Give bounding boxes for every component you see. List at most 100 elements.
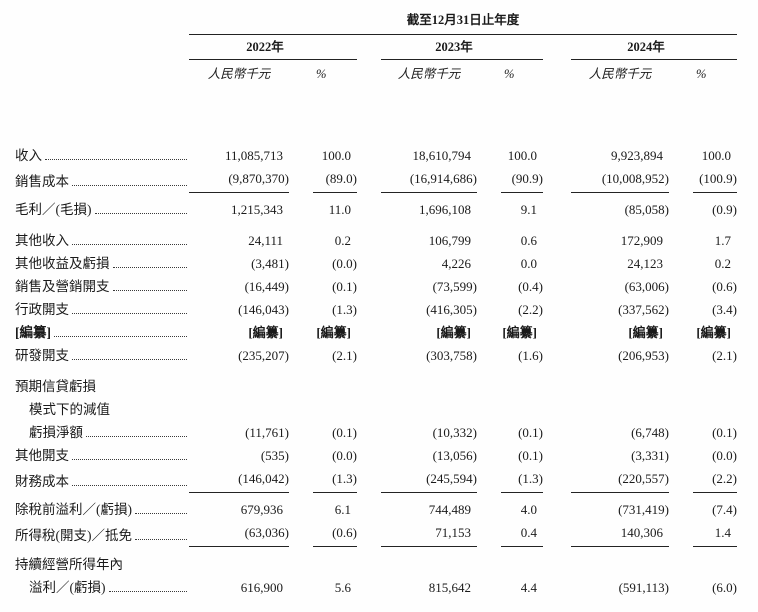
row-label-text: 其他收入 [15, 233, 69, 248]
amount-cell: (146,042) [189, 467, 289, 493]
year-header-2024: 2024年 [571, 40, 737, 60]
percent-cell: (1.6) [518, 348, 543, 363]
row-label: 除稅前溢利／(虧損) [15, 498, 189, 521]
dot-leader [72, 485, 187, 486]
percent-cell: (6.0) [712, 580, 737, 595]
amount-cell: 71,153 [381, 521, 477, 547]
amount-cell: (10,008,952) [571, 167, 669, 193]
percent-cell: 0.4 [501, 521, 543, 547]
dot-leader [108, 591, 187, 592]
amount-cell: 18,610,794 [412, 148, 472, 163]
row-label-text: 持續經營所得年內 [15, 557, 123, 572]
amount-cell: (16,449) [244, 279, 289, 294]
percent-cell: 11.0 [328, 202, 351, 217]
unit-header-2023: 人民幣千元 [397, 67, 461, 81]
amount-cell: (3,331) [631, 448, 669, 463]
unit-header-2024: 人民幣千元 [588, 67, 652, 81]
dot-leader [112, 267, 187, 268]
percent-cell: [編纂] [502, 325, 537, 340]
percent-cell: (3.4) [712, 302, 737, 317]
row-label-text: 財務成本 [15, 474, 69, 489]
amount-cell: (63,006) [624, 279, 669, 294]
row-label: 行政開支 [15, 298, 189, 321]
amount-cell: (535) [260, 448, 289, 463]
percent-header-2024: % [696, 67, 707, 81]
dot-leader [94, 213, 187, 214]
percent-cell: 6.1 [334, 502, 351, 517]
percent-cell: 0.0 [520, 256, 537, 271]
dot-leader [72, 359, 187, 360]
amount-cell: 24,111 [248, 233, 283, 248]
table-header-years: 2022年 2023年 2024年 [15, 35, 758, 60]
amount-cell: [編纂] [628, 325, 663, 340]
row-label-text: 溢利／(虧損) [29, 580, 106, 595]
amount-cell: (16,914,686) [381, 167, 477, 193]
amount-cell: (3,481) [251, 256, 289, 271]
amount-cell: 1,696,108 [419, 202, 471, 217]
percent-cell: (7.4) [712, 502, 737, 517]
percent-cell: 100.0 [321, 148, 351, 163]
table-row: 除稅前溢利／(虧損) 679,936 6.1 744,489 4.0 (731,419) (… [15, 498, 758, 521]
percent-cell: 0.2 [714, 256, 731, 271]
table-row: 研發開支 (235,207) (2.1) (303,758) (1.6) (206,953… [15, 344, 758, 367]
table-row: 持續經營所得年內 溢利／(虧損) 616,900 5.6 815,642 4.4 (591,… [15, 553, 758, 599]
amount-cell: 172,909 [620, 233, 663, 248]
amount-cell: 106,799 [428, 233, 471, 248]
amount-cell: 140,306 [571, 521, 669, 547]
amount-cell: 1,215,343 [231, 202, 283, 217]
dot-leader [72, 185, 187, 186]
table-row: [編纂] [編纂] [編纂] [編纂] [編纂] [編纂] [編纂] [15, 321, 758, 344]
percent-cell: (0.6) [313, 521, 357, 547]
dot-leader [72, 244, 187, 245]
dot-leader [112, 290, 187, 291]
amount-cell: (73,599) [432, 279, 477, 294]
percent-cell: 4.0 [520, 502, 537, 517]
row-label-text: 毛利／(毛損) [15, 202, 92, 217]
table-row: 所得稅(開支)／抵免 (63,036) (0.6) 71,153 0.4 140,306 1… [15, 521, 758, 547]
row-label: [編纂] [15, 321, 189, 344]
dot-leader [135, 539, 187, 540]
row-label: 銷售及營銷開支 [15, 275, 189, 298]
amount-cell: [編纂] [248, 325, 283, 340]
amount-cell: 744,489 [428, 502, 471, 517]
row-label-text: 預期信貸虧損 [15, 379, 96, 394]
table-row: 毛利／(毛損) 1,215,343 11.0 1,696,108 9.1 (85,058)… [15, 198, 758, 221]
row-label-text: 除稅前溢利／(虧損) [15, 502, 132, 517]
row-label: 研發開支 [15, 344, 189, 367]
percent-cell: (0.1) [518, 448, 543, 463]
amount-cell: (245,594) [381, 467, 477, 493]
table-header-units: 人民幣千元 % 人民幣千元 % 人民幣千元 % [15, 60, 758, 82]
percent-cell: [編纂] [316, 325, 351, 340]
percent-cell: 5.6 [334, 580, 351, 595]
percent-cell: (0.0) [712, 448, 737, 463]
row-label: 所得稅(開支)／抵免 [15, 524, 189, 547]
dot-leader [54, 336, 187, 337]
table-body: 收入 11,085,713 100.0 18,610,794 100.0 9,923,89… [15, 144, 758, 599]
percent-cell: (0.1) [712, 425, 737, 440]
percent-cell: 4.4 [520, 580, 537, 595]
table-row: 財務成本 (146,042) (1.3) (245,594) (1.3) (220,557… [15, 467, 758, 493]
percent-cell: (2.2) [693, 467, 737, 493]
percent-cell: 100.0 [701, 148, 731, 163]
percent-cell: (90.9) [501, 167, 543, 193]
percent-cell: 1.4 [693, 521, 737, 547]
percent-cell: (2.1) [712, 348, 737, 363]
row-label-text: 所得稅(開支)／抵免 [15, 528, 132, 543]
percent-cell: 9.1 [520, 202, 537, 217]
percent-cell: (89.0) [313, 167, 357, 193]
row-label-text: 收入 [15, 148, 42, 163]
amount-cell: 24,123 [627, 256, 663, 271]
percent-cell: (1.3) [501, 467, 543, 493]
unit-header-2022: 人民幣千元 [207, 67, 271, 81]
row-label: 預期信貸虧損 模式下的減值 虧損淨額 [15, 375, 189, 444]
table-row: 行政開支 (146,043) (1.3) (416,305) (2.2) (337,562… [15, 298, 758, 321]
amount-cell: (303,758) [426, 348, 477, 363]
amount-cell: (13,056) [432, 448, 477, 463]
percent-header-2022: % [316, 67, 327, 81]
percent-cell: (0.6) [712, 279, 737, 294]
year-header-2023: 2023年 [381, 40, 543, 60]
percent-cell: 0.6 [520, 233, 537, 248]
dot-leader [86, 436, 187, 437]
amount-cell: (220,557) [571, 467, 669, 493]
